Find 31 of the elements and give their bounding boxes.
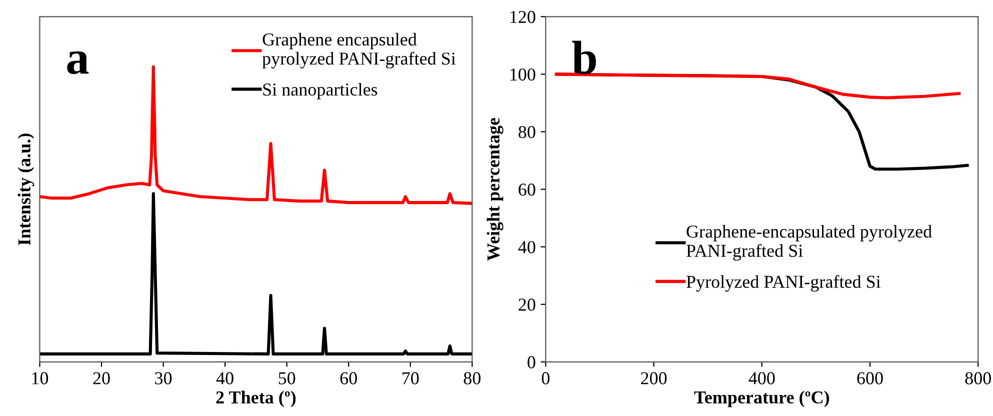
annotation: b [572,40,596,74]
x-tick-label: 600 [857,372,883,384]
x-tick-label: 400 [748,372,775,384]
x-tick-label: 0 [542,372,550,384]
y-tick-label: 120 [510,10,536,24]
y-tick-label: 0 [528,356,536,368]
x-tick-label: 200 [641,372,667,384]
x-axis-title: Temperature (ºC) [694,390,830,408]
y-axis-title: Intensity (a.u.) [18,134,34,246]
x-tick-label: 20 [93,372,110,384]
legend-label: Graphene-encapsulated pyrolyzed PANI-grafted Si [686,225,932,261]
y-tick-label: 40 [518,241,536,254]
x-tick-label: 800 [965,372,991,384]
x-tick-label: 60 [340,372,357,384]
x-tick-label: 30 [155,372,172,384]
y-tick-label: 80 [518,126,536,138]
x-tick-label: 10 [32,372,48,384]
legend-label: Graphene encapsuled pyrolyzed PANI-grafted Si [262,32,456,68]
legend-label: Pyrolyzed PANI-grafted Si [686,275,881,292]
x-axis-title: 2 Theta (º) [216,390,296,408]
x-tick-label: 80 [464,372,480,384]
x-tick-label: 40 [216,372,234,384]
y-tick-label: 60 [518,184,536,196]
y-tick-label: 20 [518,298,536,311]
annotation: a [67,51,89,74]
y-axis-title: Weight percentage [486,118,504,261]
line-series [554,72,961,100]
legend-label: Si nanoparticles [263,82,378,100]
y-tick-label: 100 [510,68,536,81]
x-tick-label: 50 [278,372,296,384]
x-tick-label: 70 [402,372,419,384]
